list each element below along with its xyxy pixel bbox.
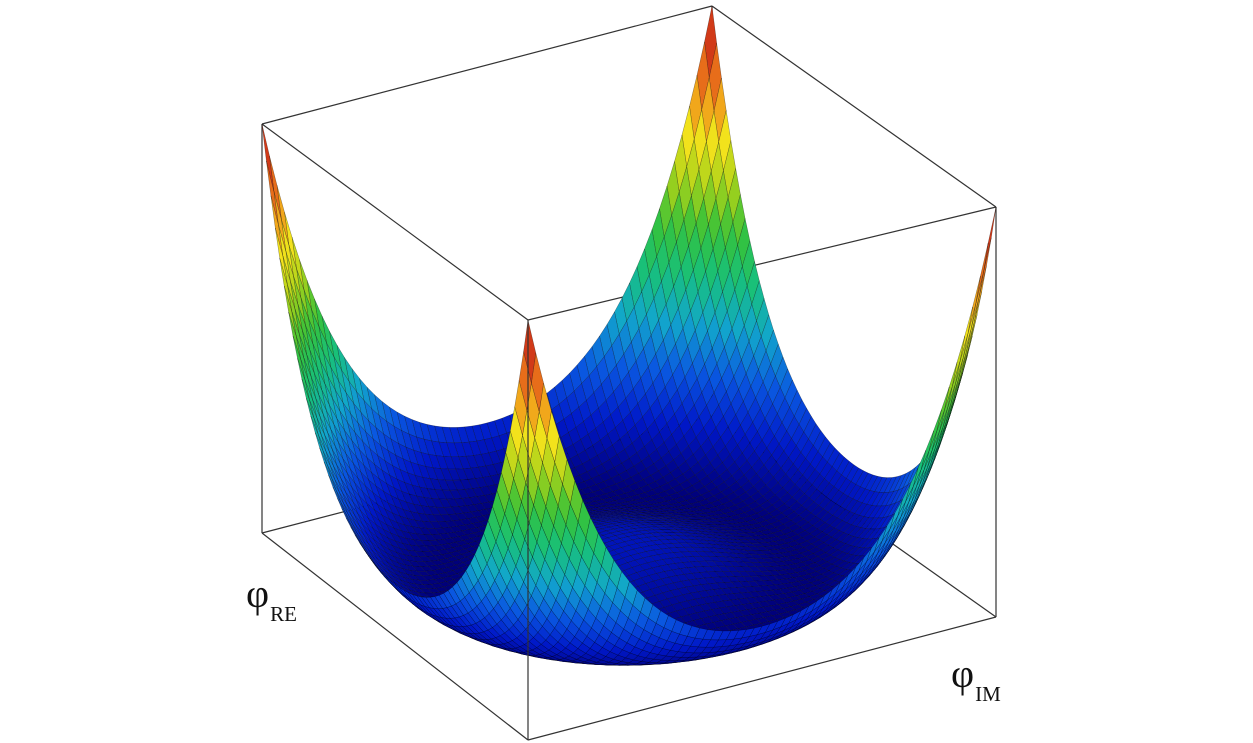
- axis-x-subscript: RE: [270, 602, 297, 626]
- surface-patch: [963, 303, 976, 358]
- box-edge: [261, 532, 529, 741]
- surface-patch: [261, 123, 275, 192]
- surface-mesh: [261, 5, 997, 666]
- surface-patch: [523, 319, 537, 383]
- surface-patch: [983, 206, 997, 273]
- axis-label-phi-re: φRE: [246, 571, 297, 625]
- box-edge: [261, 123, 529, 321]
- box-edge: [527, 206, 997, 321]
- axis-label-phi-im: φIM: [951, 651, 1001, 705]
- box-edge: [261, 5, 713, 125]
- box-edge: [711, 5, 997, 208]
- axis-y-subscript: IM: [975, 682, 1001, 706]
- surface-patch: [970, 271, 984, 330]
- box-edge: [527, 616, 997, 741]
- surface-patch: [975, 242, 989, 304]
- axis-x-symbol: φ: [246, 571, 270, 616]
- axis-y-symbol: φ: [951, 651, 975, 696]
- bounding-box-front-edges: [261, 320, 997, 741]
